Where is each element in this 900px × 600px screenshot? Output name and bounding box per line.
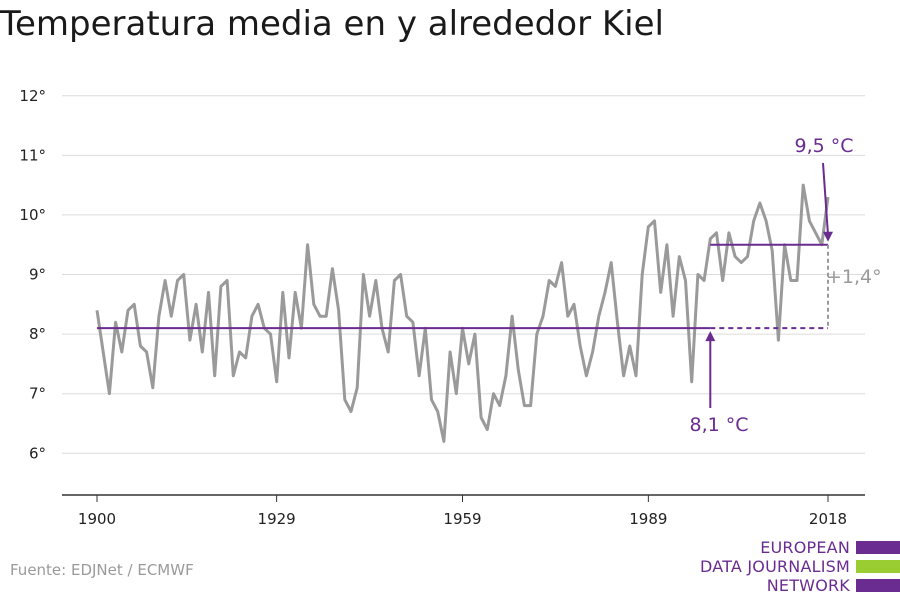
line-chart: 6° 7° 8° 9° 10° 11° 12° 1900 1929 1959 1989 2018 8… xyxy=(19,87,881,528)
annotations: 8,1 °C 9,5 °C +1,4° xyxy=(689,135,881,436)
chart-title: Temperatura media en y alrededor Kiel xyxy=(0,4,664,44)
x-tick-label: 1929 xyxy=(258,510,296,528)
source-note: Fuente: EDJNet / ECMWF xyxy=(10,561,194,579)
logo-line-1: EUROPEAN xyxy=(760,538,850,557)
recent-arrow xyxy=(822,162,829,235)
x-tick-label: 1900 xyxy=(78,510,116,528)
logo-bar-3 xyxy=(856,579,900,592)
y-tick-label: 12° xyxy=(19,87,46,105)
recent-arrow-head xyxy=(823,231,833,242)
logo-line-3: NETWORK xyxy=(766,576,850,595)
recent-mean-label: 9,5 °C xyxy=(794,135,853,157)
logo-bar-2 xyxy=(856,560,900,573)
reference-lines xyxy=(97,243,829,330)
y-tick-label: 6° xyxy=(29,444,46,462)
baseline-arrow-head xyxy=(705,331,716,342)
x-tick-label: 1989 xyxy=(629,510,667,528)
difference-label: +1,4° xyxy=(826,266,882,288)
x-axis: 1900 1929 1959 1989 2018 xyxy=(62,494,865,528)
logo-bar-1 xyxy=(856,541,900,554)
y-axis-ticks: 6° 7° 8° 9° 10° 11° 12° xyxy=(19,87,46,463)
x-tick-label: 1959 xyxy=(443,510,481,528)
y-tick-label: 8° xyxy=(29,325,46,343)
y-tick-label: 11° xyxy=(19,146,46,164)
baseline-mean-label: 8,1 °C xyxy=(689,414,748,436)
series-group xyxy=(95,183,830,443)
edjnet-logo: EUROPEAN DATA JOURNALISM NETWORK xyxy=(690,538,900,596)
temperature-series-line xyxy=(95,183,830,443)
y-tick-label: 7° xyxy=(29,385,46,403)
y-tick-label: 10° xyxy=(19,206,46,224)
x-tick-label: 2018 xyxy=(809,510,847,528)
logo-line-2: DATA JOURNALISM xyxy=(700,557,850,576)
y-tick-label: 9° xyxy=(29,266,46,284)
